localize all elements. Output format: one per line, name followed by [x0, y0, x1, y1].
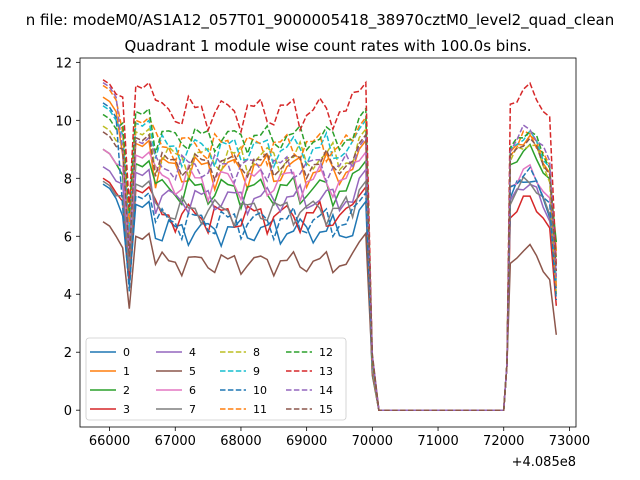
legend-label-9: 9 [253, 365, 260, 378]
series-line-12 [102, 106, 558, 411]
legend-label-13: 13 [319, 365, 333, 378]
legend-label-15: 15 [319, 403, 333, 416]
y-tick-label: 10 [55, 114, 72, 129]
x-tick-label: 71000 [417, 434, 458, 449]
x-tick-label: 67000 [155, 434, 196, 449]
x-axis: 66000 67000 68000 69000 70000 71000 72000 73000 [89, 427, 590, 449]
legend-label-1: 1 [123, 365, 130, 378]
y-tick-label: 12 [55, 56, 72, 71]
x-offset-label: +4.085e8 [512, 455, 576, 470]
x-tick-label: 72000 [483, 434, 524, 449]
axes-frame [79, 57, 577, 428]
x-tick-label: 73000 [549, 434, 590, 449]
x-tick-label: 68000 [220, 434, 261, 449]
x-tick-label: 69000 [286, 434, 327, 449]
y-tick-label: 0 [64, 404, 72, 419]
legend-label-2: 2 [123, 384, 130, 397]
x-tick-label: 70000 [352, 434, 393, 449]
series-line-9 [102, 105, 558, 411]
legend-label-0: 0 [123, 346, 130, 359]
y-axis: 0 2 4 6 8 10 12 [55, 56, 80, 419]
chart-title: Quadrant 1 module wise count rates with … [124, 37, 531, 55]
suptitle: n file: modeM0/AS1A12_057T01_9000005418_… [26, 11, 615, 30]
legend-label-7: 7 [189, 403, 196, 416]
y-tick-label: 8 [64, 172, 72, 187]
legend-label-6: 6 [189, 384, 196, 397]
series-line-14 [102, 81, 558, 411]
y-tick-label: 2 [64, 346, 72, 361]
legend-label-14: 14 [319, 384, 333, 397]
legend-label-8: 8 [253, 346, 260, 359]
legend-box [85, 337, 347, 421]
legend-label-11: 11 [253, 403, 267, 416]
x-tick-label: 66000 [89, 434, 130, 449]
legend-label-10: 10 [253, 384, 267, 397]
legend-label-12: 12 [319, 346, 333, 359]
series-layer [102, 79, 558, 411]
y-tick-label: 4 [64, 288, 72, 303]
series-line-15 [102, 131, 558, 411]
y-tick-label: 6 [64, 230, 72, 245]
legend-label-3: 3 [123, 403, 130, 416]
legend-label-4: 4 [189, 346, 196, 359]
legend-label-5: 5 [189, 365, 196, 378]
